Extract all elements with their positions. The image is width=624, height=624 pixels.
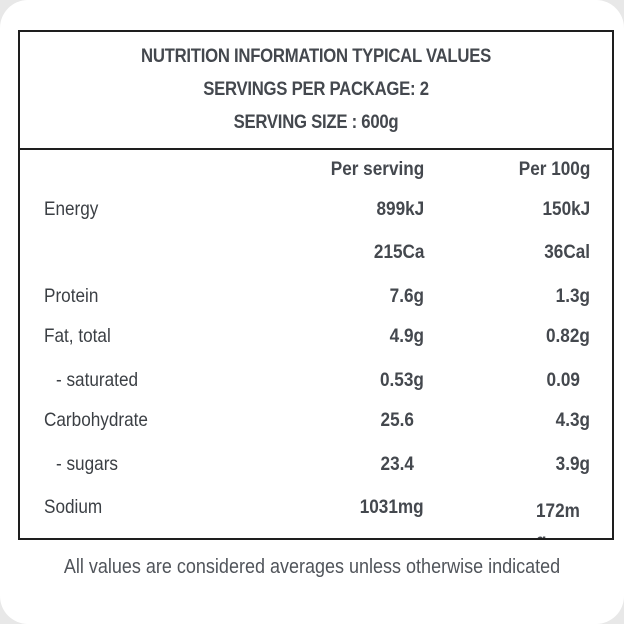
column-header-per-serving: Per serving [330, 158, 424, 180]
footer-note: All values are considered averages unles… [63, 556, 561, 578]
column-header-per-100g: Per 100g [518, 158, 590, 180]
header-title: NUTRITION INFORMATION TYPICAL VALUES [141, 46, 491, 67]
table-row: - saturated 0.53g 0.09 [20, 369, 612, 399]
table-row: - sugars 23.4 3.9g [20, 453, 612, 483]
panel-header: NUTRITION INFORMATION TYPICAL VALUES SER… [20, 32, 612, 150]
row-label: Sodium [44, 496, 103, 518]
per-serving-value: 4.9g [389, 325, 424, 347]
table-row: Carbohydrate 25.6 4.3g [20, 409, 612, 439]
serving-size: SERVING SIZE : 600g [233, 112, 399, 133]
per-100g-value: 36Cal [544, 241, 590, 263]
per-100g-value: 0.09 [546, 369, 580, 391]
row-label: - saturated [56, 369, 139, 391]
table-row: Sodium 1031mg 172mg [20, 496, 612, 538]
row-label: Energy [44, 198, 99, 220]
table-row: Energy 899kJ 150kJ [20, 198, 612, 228]
nutrition-table: Per serving Per 100g Energy 899kJ 150kJ … [20, 150, 612, 538]
row-label: Fat, total [44, 325, 111, 347]
per-serving-value: 7.6g [389, 285, 424, 307]
table-row: Protein 7.6g 1.3g [20, 285, 612, 315]
per-100g-value: 150kJ [542, 198, 590, 220]
table-row: Fat, total 4.9g 0.82g [20, 325, 612, 355]
per-serving-value: 23.4 [380, 453, 414, 475]
per-serving-value: 899kJ [376, 198, 424, 220]
per-serving-value: 25.6 [380, 409, 414, 431]
servings-per-package: SERVINGS PER PACKAGE: 2 [203, 79, 429, 100]
table-row: 215Ca 36Cal [20, 241, 612, 271]
per-100g-value: 0.82g [546, 325, 590, 347]
per-100g-value: 3.9g [555, 453, 590, 475]
per-serving-value: 0.53g [380, 369, 424, 391]
row-label: Carbohydrate [44, 409, 148, 431]
per-serving-value: 1031mg [360, 496, 424, 518]
per-serving-value: 215Ca [373, 241, 424, 263]
per-100g-value: 1.3g [555, 285, 590, 307]
row-label: Protein [44, 285, 99, 307]
per-100g-value: 172mg [536, 500, 580, 538]
column-header-row: Per serving Per 100g [20, 158, 612, 188]
per-100g-value: 4.3g [555, 409, 590, 431]
row-label: - sugars [56, 453, 118, 475]
nutrition-panel: NUTRITION INFORMATION TYPICAL VALUES SER… [18, 30, 614, 540]
